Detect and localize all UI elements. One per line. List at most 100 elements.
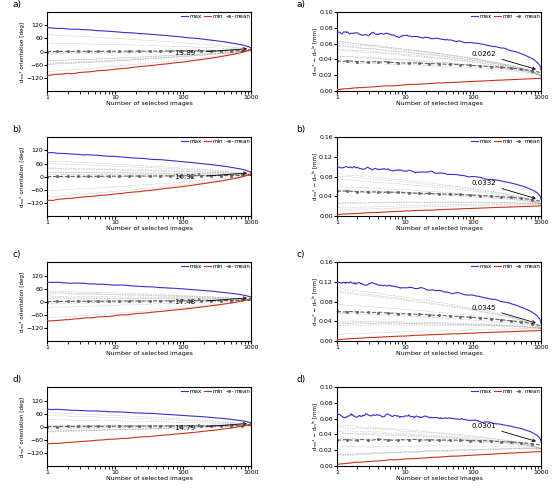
min [458,453,465,459]
min [538,328,544,334]
min [334,87,340,93]
Legend: max, min, mean: max, min, mean [471,263,540,268]
min [169,60,175,66]
Text: 16.92 °: 16.92 ° [175,172,246,180]
Text: 0.0301: 0.0301 [472,423,535,442]
min [216,178,223,184]
Line: max: max [47,282,251,298]
min [506,329,512,335]
max [248,170,255,176]
max [344,29,351,35]
max [44,24,51,30]
Y-axis label: dₘₐˣ orientation [deg]: dₘₐˣ orientation [deg] [19,396,24,457]
mean [334,188,340,194]
mean [165,173,171,179]
mean [460,314,466,320]
Line: min: min [47,423,251,444]
mean [538,70,544,76]
min [248,170,255,176]
Y-axis label: dₘₐˣ orientation [deg]: dₘₐˣ orientation [deg] [19,21,24,82]
Line: mean: mean [47,300,252,302]
Legend: max, min, mean: max, min, mean [471,13,540,18]
max [248,45,255,51]
Line: mean: mean [336,60,542,74]
min [166,185,173,191]
Y-axis label: dₘₐˣ − dₘᴵⁿ [mm]: dₘₐˣ − dₘᴵⁿ [mm] [312,28,317,75]
min [334,212,341,218]
mean [166,298,173,304]
mean [230,48,236,54]
max [44,279,51,285]
min [519,328,526,334]
min [165,432,172,438]
mean [169,173,175,179]
min [519,76,526,82]
mean [44,49,51,55]
min [519,204,526,210]
mean [165,298,172,304]
max [44,406,51,412]
min [455,79,462,85]
mean [455,437,462,443]
X-axis label: Number of selected images: Number of selected images [106,351,193,356]
max [165,33,171,39]
max [229,40,235,46]
mean [350,308,357,314]
min [169,307,175,313]
Line: mean: mean [47,50,252,52]
Text: a): a) [296,0,305,9]
Text: a): a) [12,0,22,9]
mean [44,299,51,305]
X-axis label: Number of selected images: Number of selected images [106,226,193,231]
max [455,416,462,422]
mean [519,196,526,202]
mean [44,424,51,430]
min [44,441,51,447]
min [229,52,235,58]
mean [519,319,526,325]
mean [334,437,341,443]
Line: min: min [47,173,251,200]
min [216,427,223,433]
X-axis label: Number of selected images: Number of selected images [106,101,193,106]
min [44,318,51,324]
min [169,185,176,191]
X-axis label: Number of selected images: Number of selected images [396,101,482,106]
min [44,72,51,78]
X-axis label: Number of selected images: Number of selected images [396,351,482,356]
mean [44,173,51,179]
max [538,196,544,202]
min [44,73,51,79]
mean [334,58,341,64]
mean [334,58,340,64]
mean [345,188,352,194]
Line: min: min [47,298,251,321]
min [458,331,465,337]
mean [248,48,255,54]
Text: d): d) [12,375,22,384]
min [230,176,236,182]
Y-axis label: dₘₐˣ orientation [deg]: dₘₐˣ orientation [deg] [19,271,24,332]
min [455,453,462,459]
max [229,416,235,422]
max [229,290,235,296]
Line: max: max [337,413,541,442]
mean [334,437,340,443]
mean [334,188,341,194]
mean [44,424,51,430]
mean [506,194,513,200]
min [538,203,544,209]
mean [169,298,176,304]
mean [248,297,255,303]
max [519,51,526,57]
Text: 13.89 °: 13.89 ° [175,48,246,56]
max [165,157,172,163]
mean [166,48,173,54]
max [169,158,176,164]
max [506,180,512,186]
max [456,416,462,422]
mean [216,423,223,429]
Y-axis label: dₘₐˣ orientation [deg]: dₘₐˣ orientation [deg] [19,146,24,207]
max [455,172,461,178]
max [216,163,223,169]
